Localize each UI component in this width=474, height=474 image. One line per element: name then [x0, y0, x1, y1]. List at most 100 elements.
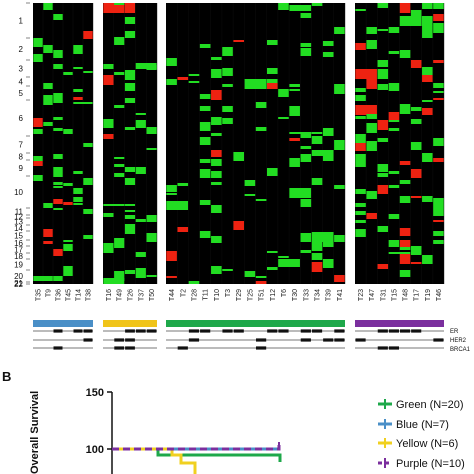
- cnv-segment: [255, 102, 267, 108]
- cnv-segment: [266, 168, 278, 176]
- sample-label: T49: [117, 289, 124, 301]
- cnv-segment: [114, 173, 125, 177]
- cnv-segment: [300, 146, 312, 149]
- cnv-segment: [199, 137, 211, 145]
- sample-label: T9: [46, 289, 53, 297]
- cnv-segment: [124, 31, 136, 38]
- annotation-mark: [400, 329, 411, 333]
- annotation-mark: [135, 329, 146, 333]
- sample-label: T31: [380, 289, 387, 301]
- cnv-segment: [399, 240, 411, 247]
- survival-plot: B Overall Survival 150 100: [2, 369, 282, 474]
- cnv-segment: [377, 138, 389, 142]
- cnv-segment: [135, 252, 146, 257]
- cnv-segment: [211, 57, 222, 60]
- cnv-segment: [278, 259, 300, 267]
- cnv-segment: [366, 213, 377, 219]
- cnv-segment: [278, 117, 289, 119]
- cnv-segment: [334, 185, 345, 189]
- cnv-segment: [399, 104, 411, 114]
- annotation-row-labels: ER HER2 BRCA1: [450, 329, 471, 353]
- cnv-segment: [433, 231, 444, 236]
- cnv-segment: [146, 65, 157, 70]
- cnv-segment: [410, 246, 422, 255]
- sample-label: T14: [76, 289, 83, 301]
- cnv-segment: [311, 262, 323, 272]
- cnv-segment: [289, 106, 300, 116]
- cnv-segment: [53, 93, 63, 103]
- annotation-mark: [433, 338, 444, 342]
- cnv-segment: [422, 108, 433, 115]
- cnv-segment: [73, 89, 83, 92]
- annotation-mark: [83, 329, 93, 333]
- annotation-mark: [256, 346, 267, 350]
- cnv-segment: [114, 157, 125, 159]
- cnv-segment: [166, 193, 177, 195]
- cnv-segment: [388, 171, 400, 174]
- annotation-mark: [311, 329, 323, 333]
- chromosome-label: 18: [14, 252, 23, 261]
- cnv-segment: [388, 51, 400, 54]
- cnv-segment: [124, 167, 136, 172]
- chromosome-label: 22: [14, 280, 23, 289]
- cnv-segment: [355, 105, 377, 115]
- cnv-segment: [388, 185, 400, 188]
- cnv-segment: [278, 3, 289, 10]
- cnv-segment: [355, 88, 366, 92]
- sample-label: T44: [169, 289, 176, 301]
- chromosome-label: 7: [19, 141, 24, 150]
- cnv-segment: [322, 155, 334, 161]
- cnv-segment: [135, 219, 146, 222]
- cnv-segment: [322, 41, 334, 46]
- cnv-segment: [146, 127, 157, 134]
- sample-label: T47: [369, 289, 376, 301]
- cnv-segment: [177, 183, 189, 186]
- cnv-segment: [355, 134, 366, 143]
- group-bar: [355, 320, 444, 327]
- cnv-segment: [366, 123, 377, 133]
- annotation-mark: [114, 338, 125, 342]
- cnv-segment: [103, 243, 114, 253]
- cnv-segment: [43, 229, 53, 237]
- cnv-segment: [300, 48, 312, 56]
- cnv-segment: [377, 29, 389, 31]
- annotation-mark: [256, 338, 267, 342]
- chromosome-label: 3: [19, 65, 24, 74]
- cnv-segment: [53, 186, 63, 188]
- legend-label: Purple (N=10): [396, 458, 465, 470]
- cnv-segment: [124, 127, 136, 130]
- sample-label: T46: [436, 289, 443, 301]
- cnv-segment: [63, 129, 73, 134]
- annotation-mark: [114, 346, 125, 350]
- cnv-segment: [211, 171, 222, 178]
- cnv-segment: [355, 203, 366, 207]
- cnv-segment: [300, 250, 312, 253]
- annotation-mark: [233, 329, 244, 333]
- sample-labels: T35 T9 T36 T45 T14 T38 T16 T49 T26 T37 T50 T44 T2 T28…: [36, 289, 443, 301]
- cnv-segment: [366, 79, 377, 89]
- cnv-segment: [135, 268, 146, 278]
- legend-label: Green (N=20): [396, 399, 464, 411]
- survival-curve: [112, 447, 282, 462]
- cnv-segment: [244, 271, 256, 277]
- cnv-segment: [199, 94, 211, 99]
- chromosome-label: 6: [19, 114, 24, 123]
- cnv-segment: [83, 235, 93, 239]
- cnv-segment: [222, 68, 233, 76]
- cnv-segment: [166, 201, 189, 210]
- chromosome-label: 9: [19, 164, 24, 173]
- cnv-segment: [300, 199, 312, 207]
- cnv-segment: [33, 38, 43, 47]
- annotation-mark: [355, 338, 366, 342]
- cnv-segment: [199, 200, 211, 205]
- cnv-segment: [311, 232, 334, 242]
- annotation-mark: [177, 346, 188, 350]
- cnv-segment: [399, 254, 411, 264]
- cnv-segment: [355, 211, 366, 215]
- sample-label: T45: [66, 289, 73, 301]
- cnv-segment: [114, 72, 125, 75]
- cnv-segment: [53, 128, 63, 131]
- annotation-mark: [411, 329, 422, 333]
- cnv-segment: [63, 266, 73, 276]
- cnv-segment: [334, 84, 345, 94]
